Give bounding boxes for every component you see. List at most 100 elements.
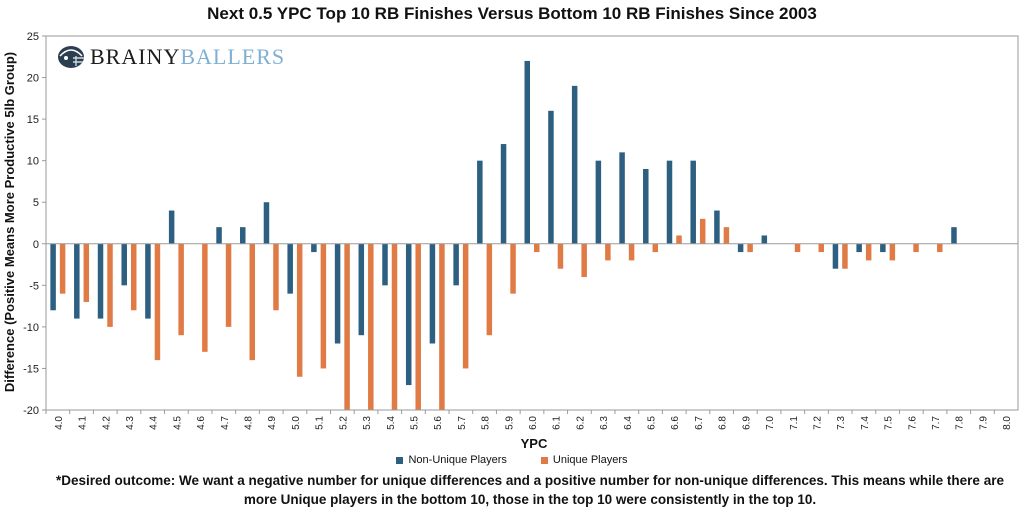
y-tick-label: 10 [27,156,39,168]
bar-unique-6.3 [605,243,611,261]
bar-non-unique-5.4 [382,243,388,286]
x-tick-label: 4.3 [125,416,136,430]
footnote: *Desired outcome: We want a negative num… [56,473,1004,507]
bar-non-unique-5.3 [358,243,365,336]
x-tick-label: 5.1 [315,416,326,430]
bar-non-unique-6.8 [714,210,720,244]
bar-unique-4.9 [273,243,279,311]
bar-unique-4.8 [249,243,256,361]
bar-unique-5.9 [510,243,516,294]
bar-non-unique-6.3 [595,160,602,244]
y-axis-title: Difference (Positive Means More Producti… [2,52,17,392]
legend-swatch-unique [540,456,548,464]
bar-non-unique-5.6 [429,243,436,344]
bar-unique-6.2 [581,243,587,278]
bar-non-unique-4.1 [74,243,80,319]
x-tick-label: 5.3 [362,416,373,430]
bar-non-unique-4.8 [240,227,246,244]
x-tick-label: 5.4 [386,416,397,430]
x-tick-label: 6.0 [528,416,539,430]
x-tick-label: 6.9 [741,416,752,430]
bar-non-unique-5.1 [311,243,317,253]
bar-unique-6.0 [534,243,540,253]
bar-unique-7.2 [818,243,824,253]
x-tick-label: 4.7 [220,416,231,430]
x-tick-label: 7.6 [907,416,918,430]
x-tick-label: 6.5 [647,416,658,430]
bar-unique-5.7 [462,243,469,369]
bar-unique-5.8 [486,243,493,336]
x-tick-label: 8.0 [1002,416,1013,430]
bar-unique-5.6 [439,243,445,410]
x-tick-label: 7.7 [931,416,942,430]
plot-frame [45,35,1019,411]
bar-non-unique-5.5 [405,243,412,386]
x-tick-label: 4.4 [149,416,160,430]
bar-unique-4.4 [154,243,161,361]
x-tick-label: 7.3 [836,416,847,430]
x-tick-label: 7.5 [884,416,895,430]
bar-non-unique-7.4 [856,243,862,253]
bar-non-unique-6.2 [571,85,578,244]
x-tick-label: 7.0 [765,416,776,430]
x-tick-label: 7.2 [812,416,823,430]
bar-non-unique-4.7 [216,227,222,244]
legend-item-unique: Unique Players [540,454,628,466]
legend-item-non-unique: Non-Unique Players [396,454,507,466]
x-tick-label: 5.9 [504,416,515,430]
bar-unique-7.5 [889,243,896,261]
bar-non-unique-4.3 [121,243,127,286]
x-tick-label: 6.1 [552,416,563,430]
y-tick-label: -15 [23,363,39,375]
bar-unique-6.1 [557,243,564,269]
x-tick-label: 7.9 [978,416,989,430]
y-tick-label: 5 [33,197,39,209]
x-tick-label: 5.7 [457,416,468,430]
axis-layer: 25 20 15 10 5 0 -5 -10 -15 -20 4.0 4.1 4.2 4.3 4.4 4.5 4… [23,31,1019,430]
bar-unique-6.9 [747,243,753,253]
x-tick-label: 5.5 [409,416,420,430]
bar-unique-7.1 [794,243,801,253]
x-tick-label: 5.2 [338,416,349,430]
bar-unique-6.8 [723,227,730,244]
bar-unique-6.4 [628,243,635,261]
bar-non-unique-5.9 [500,144,507,244]
bar-non-unique-7.0 [761,235,768,244]
y-tick-label: -5 [29,280,39,292]
logo-text-ballers: BALLERS [180,44,286,69]
logo-text: BRAINYBALLERS [90,44,285,70]
bar-non-unique-4.5 [168,210,175,244]
y-tick-label: 15 [27,114,39,126]
bar-non-unique-7.3 [832,243,839,269]
bar-unique-5.3 [368,243,374,410]
bar-non-unique-6.9 [737,243,744,253]
x-tick-label: 7.1 [789,416,800,430]
legend: Non-Unique Players Unique Players [0,454,1024,466]
x-tick-label: 4.6 [196,416,207,430]
x-tick-label: 7.8 [955,416,966,430]
bar-unique-7.6 [913,243,919,253]
bar-non-unique-6.1 [548,110,554,244]
bar-non-unique-6.4 [619,152,625,244]
football-helmet-icon [58,46,84,68]
bars-layer [50,60,957,410]
bar-unique-5.1 [320,243,327,369]
bar-unique-4.0 [59,243,66,294]
bar-unique-5.5 [415,243,421,410]
x-tick-label: 6.7 [694,416,705,430]
x-tick-label: 4.5 [172,416,183,430]
x-tick-label: 5.8 [481,416,492,430]
bar-non-unique-6.6 [666,160,673,244]
x-tick-label: 6.6 [670,416,681,430]
legend-label-non-unique: Non-Unique Players [408,454,507,466]
bar-unique-4.2 [107,243,113,327]
bar-unique-6.6 [676,235,682,244]
x-tick-label: 6.3 [599,416,610,430]
y-tick-label: 20 [27,73,39,85]
bar-non-unique-7.5 [880,243,886,253]
bar-non-unique-4.0 [50,243,56,311]
x-tick-label: 4.1 [78,416,89,430]
bar-unique-4.7 [225,243,232,327]
y-tick-label: 25 [27,31,39,43]
bar-non-unique-4.2 [97,243,104,319]
